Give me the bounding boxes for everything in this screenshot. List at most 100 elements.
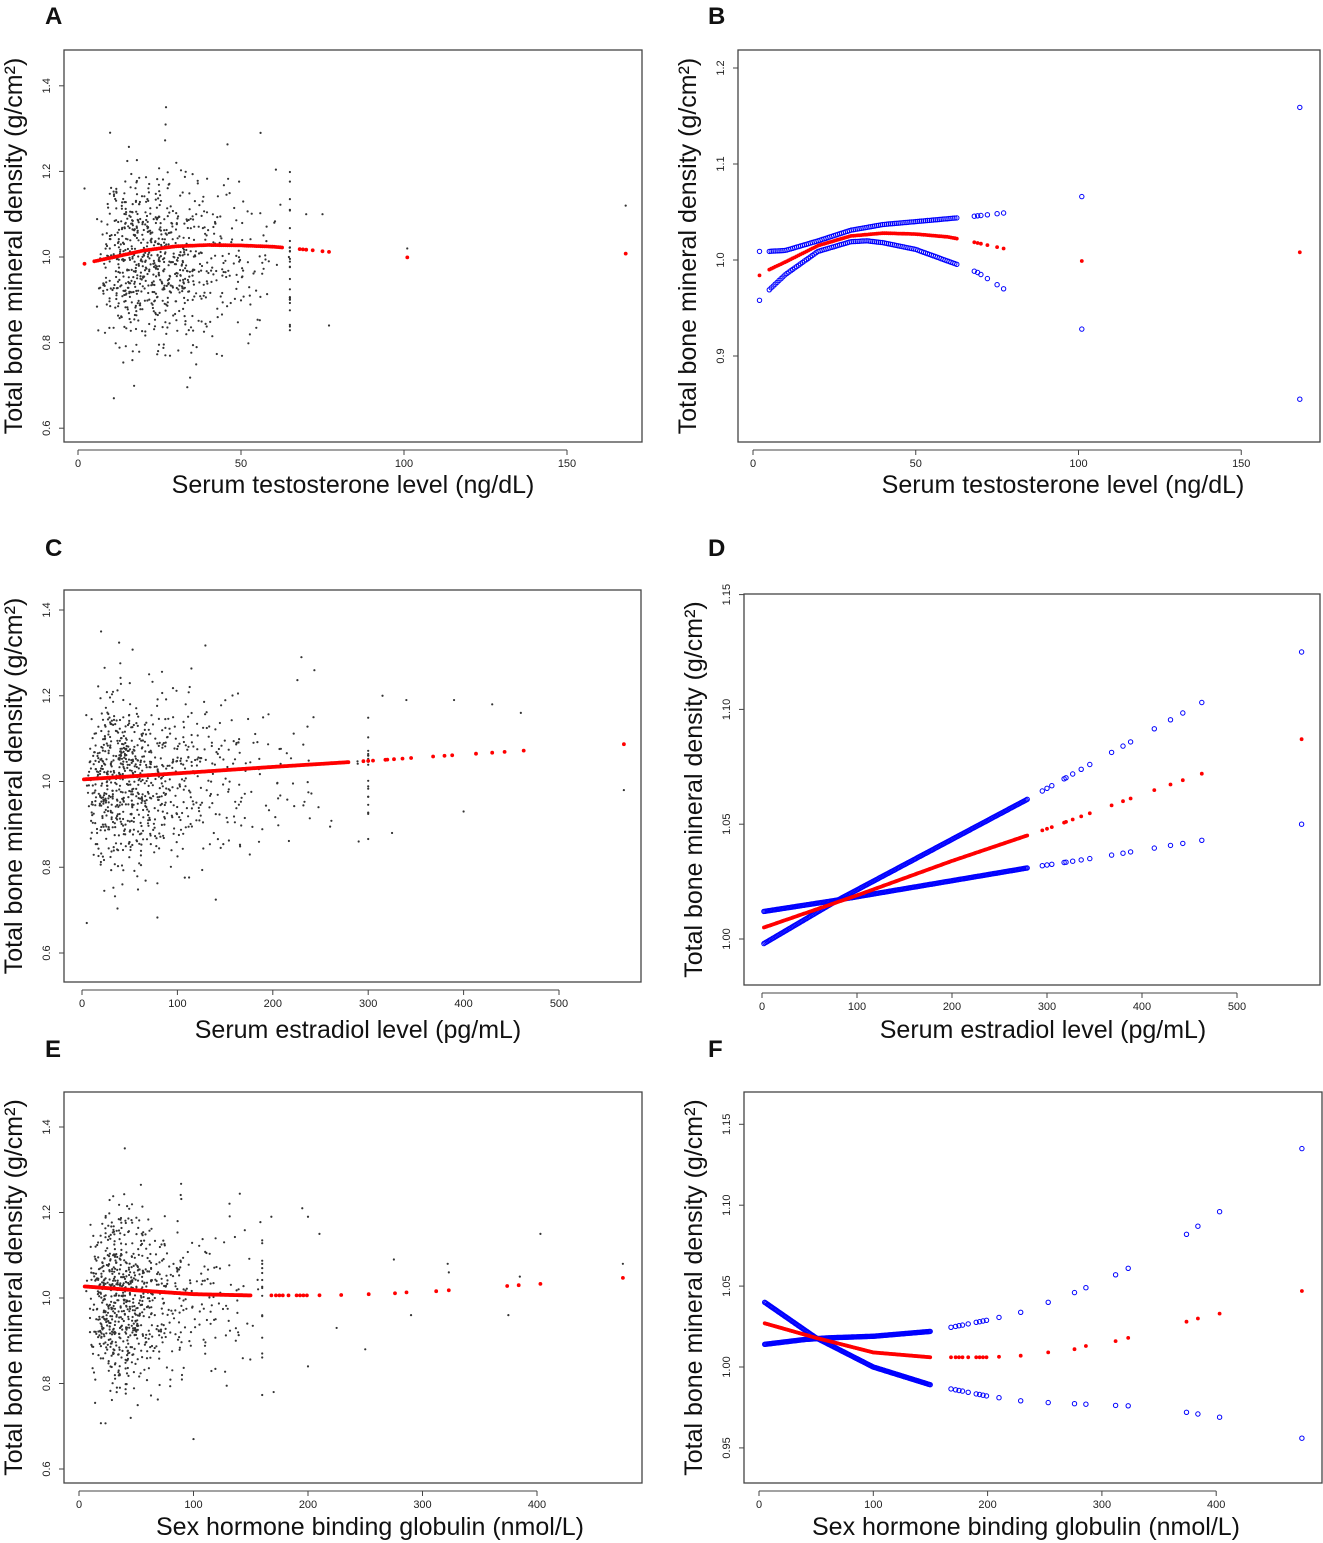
scatter-point [132, 816, 136, 820]
scatter-point [213, 1266, 216, 1269]
scatter-point [235, 807, 238, 810]
scatter-point [277, 824, 280, 827]
scatter-point [229, 301, 232, 305]
scatter-point [91, 784, 94, 787]
scatter-point [105, 244, 109, 248]
scatter-point [98, 751, 101, 754]
scatter-point [135, 707, 138, 710]
scatter-point [94, 796, 98, 799]
fit-point [385, 757, 390, 762]
scatter-point [124, 1388, 127, 1391]
scatter-point [92, 1345, 95, 1348]
scatter-point [112, 326, 115, 329]
scatter-point [145, 1247, 148, 1250]
fit-point [297, 247, 302, 252]
scatter-point [149, 263, 152, 266]
scatter-point [189, 250, 192, 253]
scatter-point [133, 384, 136, 387]
scatter-point [135, 1233, 138, 1236]
scatter-point [261, 1356, 264, 1359]
scatter-point [181, 254, 184, 257]
scatter-point [115, 1261, 118, 1264]
fit-point [1025, 833, 1030, 838]
scatter-point [202, 283, 205, 286]
scatter-point [114, 826, 117, 829]
scatter-point [94, 744, 97, 747]
ci-upper-point [976, 1319, 983, 1325]
ci-upper-point [1044, 785, 1050, 791]
panel-label: A [45, 3, 62, 30]
scatter-point [236, 280, 240, 283]
scatter-point [114, 1267, 117, 1270]
fit-point [1079, 814, 1084, 819]
scatter-point [147, 1329, 150, 1332]
scatter-point [226, 765, 229, 769]
ci-lower-point [1108, 852, 1115, 858]
scatter-point [141, 330, 144, 333]
scatter-point [114, 306, 117, 309]
scatter-point [200, 801, 204, 804]
scatter-point [113, 895, 117, 898]
scatter-point [126, 306, 129, 309]
scatter-point [192, 280, 195, 283]
scatter-point [118, 784, 122, 787]
scatter-point [135, 210, 138, 213]
scatter-point [185, 807, 188, 810]
ci-upper-point [1195, 1223, 1201, 1229]
ci-upper-point [1049, 783, 1055, 789]
scatter-point [154, 737, 157, 740]
scatter-point [247, 717, 250, 721]
scatter-point [182, 736, 185, 739]
scatter-point [113, 233, 117, 237]
scatter-point [184, 1298, 187, 1301]
scatter-point [124, 803, 127, 806]
panel-label: E [45, 1036, 61, 1063]
scatter-point [182, 1299, 185, 1302]
ci-lower-point [952, 1387, 959, 1393]
scatter-point [89, 1297, 92, 1300]
scatter-point [112, 1304, 115, 1308]
scatter-point [274, 816, 277, 819]
scatter-point [288, 260, 291, 263]
scatter-point [185, 269, 189, 272]
scatter-point [169, 1331, 172, 1334]
scatter-point [166, 1313, 169, 1316]
scatter-point [109, 744, 112, 747]
scatter-point [137, 1253, 140, 1256]
scatter-point [180, 762, 183, 765]
scatter-point [168, 277, 171, 281]
scatter-point [182, 307, 185, 310]
scatter-point [123, 752, 126, 756]
scatter-point [212, 241, 215, 244]
x-tick-label: 50 [235, 458, 247, 470]
scatter-point [180, 1341, 183, 1344]
fit-point [82, 261, 87, 266]
scatter-point [236, 1311, 239, 1314]
scatter-point [147, 744, 150, 747]
scatter-point [112, 1279, 115, 1282]
scatter-point [193, 295, 196, 298]
scatter-point [98, 1334, 101, 1337]
scatter-point [159, 226, 162, 229]
scatter-point [113, 1349, 116, 1352]
scatter-point [287, 255, 290, 259]
scatter-point [164, 1284, 168, 1287]
scatter-point [161, 810, 164, 813]
scatter-point [222, 843, 225, 846]
scatter-point [101, 760, 105, 763]
scatter-point [141, 1356, 144, 1359]
scatter-point [145, 766, 148, 769]
scatter-point [123, 289, 126, 293]
scatter-point [140, 195, 144, 198]
scatter-point [152, 265, 156, 268]
scatter-point [130, 1346, 134, 1349]
scatter-point [159, 1328, 163, 1331]
scatter-point [130, 247, 134, 250]
scatter-point [105, 742, 108, 745]
scatter-point [167, 717, 170, 720]
scatter-point [367, 754, 370, 757]
x-tick-label: 0 [750, 458, 756, 470]
scatter-point [127, 1342, 130, 1345]
scatter-point [145, 1357, 149, 1360]
